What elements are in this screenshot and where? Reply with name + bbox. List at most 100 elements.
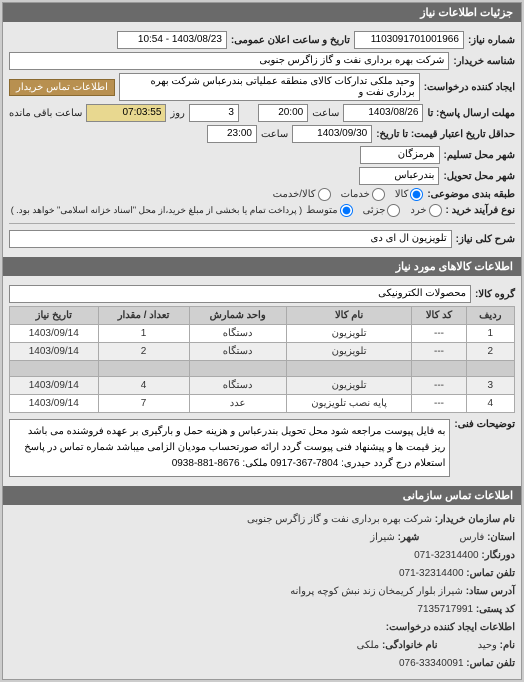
radio-kala[interactable]: کالا <box>395 188 424 201</box>
table-cell: پایه نصب تلویزیون <box>286 395 412 413</box>
c-post-label: کد پستی: <box>476 604 515 615</box>
contact-section: نام سازمان خریدار: شرکت بهره برداری نفت … <box>3 505 521 679</box>
table-cell: دستگاه <box>189 377 286 395</box>
table-header: تعداد / مقدار <box>98 307 189 325</box>
label-buy-type: نوع فرآیند خرید : <box>446 205 515 216</box>
table-header: ردیف <box>466 307 514 325</box>
c-state-label: استان: <box>487 532 515 543</box>
panel-header-items: اطلاعات کالاهای مورد نیاز <box>3 257 521 276</box>
label-city: شهر محل تسلیم: <box>444 150 515 161</box>
table-cell: 4 <box>466 395 514 413</box>
val-announce: 1403/08/23 - 10:54 <box>117 31 227 49</box>
val-desc-key: تلویزیون ال ای دی <box>9 230 452 248</box>
c-fax-val: 32314400-071 <box>414 550 479 561</box>
notes-text: به فایل پیوست مراجعه شود محل تحویل بندرع… <box>9 419 450 477</box>
table-cell: تلویزیون <box>286 343 412 361</box>
radio-kh[interactable]: خرد <box>410 204 441 217</box>
panel-header-contact: اطلاعات تماس سازمانی <box>3 486 521 505</box>
table-cell: 1403/09/14 <box>10 325 99 343</box>
label-remain: ساعت باقی مانده <box>9 108 82 119</box>
table-cell: 2 <box>466 343 514 361</box>
table-cell: 3 <box>466 377 514 395</box>
c-tel2-val: 33340091-076 <box>399 658 464 669</box>
val-deadline-date: 1403/08/26 <box>343 104 423 122</box>
label-desc-key: شرح کلی نیاز: <box>456 234 515 245</box>
c-name-val: وحید <box>478 640 497 651</box>
c-org-label: نام سازمان خریدار: <box>435 514 515 525</box>
c-tel2-label: تلفن تماس: <box>466 658 515 669</box>
label-time2: ساعت <box>261 129 288 140</box>
label-delivery: شهر محل تحویل: <box>443 171 515 182</box>
label-creator: ایجاد کننده درخواست: <box>424 82 515 93</box>
label-deadline: مهلت ارسال پاسخ: تا <box>427 108 515 119</box>
label-days: روز <box>170 108 185 119</box>
table-cell: --- <box>412 343 466 361</box>
c-name-label: نام: <box>500 640 515 651</box>
table-cell <box>189 361 286 377</box>
val-req-no: 1103091701001966 <box>354 31 464 49</box>
table-cell: 1403/09/14 <box>10 395 99 413</box>
c-org-val: شرکت بهره برداری نفت و گاز زاگرس جنوبی <box>247 514 432 525</box>
items-table: ردیفکد کالانام کالاواحد شمارشتعداد / مقد… <box>9 306 515 413</box>
table-cell <box>412 361 466 377</box>
table-row <box>10 361 515 377</box>
c-fax-label: دورنگار: <box>481 550 515 561</box>
c-post-val: 7135717991 <box>417 604 473 615</box>
val-creator: وحید ملکی تدارکات کالای منطقه عملیاتی بن… <box>119 73 420 101</box>
radio-group-subject: کالا خدمات کالا/خدمت <box>273 188 424 201</box>
val-timer: 07:03:55 <box>86 104 166 122</box>
c-addr-label: آدرس ستاد: <box>466 586 515 597</box>
val-days: 3 <box>189 104 239 122</box>
table-cell: عدد <box>189 395 286 413</box>
table-header: نام کالا <box>286 307 412 325</box>
label-group: گروه کالا: <box>475 289 515 300</box>
table-cell: تلویزیون <box>286 325 412 343</box>
c-creator2-label: اطلاعات ایجاد کننده درخواست: <box>386 622 515 633</box>
table-cell: 1 <box>98 325 189 343</box>
table-cell <box>10 361 99 377</box>
val-group: محصولات الکترونیکی <box>9 285 471 303</box>
val-buyer: شرکت بهره برداری نفت و گاز زاگرس جنوبی <box>9 52 449 70</box>
table-cell: --- <box>412 325 466 343</box>
radio-khadamat[interactable]: خدمات <box>341 188 385 201</box>
label-valid: حداقل تاریخ اعتبار قیمت: تا تاریخ: <box>376 129 515 140</box>
c-tel-label: تلفن تماس: <box>466 568 515 579</box>
label-notes: توضیحات فنی: <box>454 419 515 430</box>
val-valid-time: 23:00 <box>207 125 257 143</box>
table-cell: 1 <box>466 325 514 343</box>
label-req-no: شماره نیاز: <box>468 35 515 46</box>
val-delivery: بندرعباس <box>359 167 439 185</box>
panel-header-main: جزئیات اطلاعات نیاز <box>3 3 521 22</box>
label-buyer: شناسه خریدار: <box>453 56 515 67</box>
radio-jo[interactable]: جزئی <box>363 204 401 217</box>
table-cell: دستگاه <box>189 325 286 343</box>
val-city: هرمزگان <box>360 146 440 164</box>
c-lname-label: نام خانوادگی: <box>382 640 438 651</box>
val-valid-date: 1403/09/30 <box>292 125 372 143</box>
c-lname-val: ملکی <box>357 640 380 651</box>
table-cell: 1403/09/14 <box>10 377 99 395</box>
radio-mo[interactable]: متوسط <box>306 204 352 217</box>
table-row: 3---تلویزیوندستگاه41403/09/14 <box>10 377 515 395</box>
label-time1: ساعت <box>312 108 339 119</box>
table-cell: 4 <box>98 377 189 395</box>
contact-info-button[interactable]: اطلاعات تماس خریدار <box>9 79 115 96</box>
table-cell <box>286 361 412 377</box>
table-row: 1---تلویزیوندستگاه11403/09/14 <box>10 325 515 343</box>
table-header: کد کالا <box>412 307 466 325</box>
c-state-val: فارس <box>459 532 484 543</box>
table-cell: --- <box>412 377 466 395</box>
table-cell: تلویزیون <box>286 377 412 395</box>
c-city-label: شهر: <box>398 532 420 543</box>
label-subject-type: طبقه بندی موضوعی: <box>427 189 515 200</box>
radio-both[interactable]: کالا/خدمت <box>273 188 331 201</box>
table-header: واحد شمارش <box>189 307 286 325</box>
radio-group-buy: خرد جزئی متوسط <box>306 204 441 217</box>
table-cell: دستگاه <box>189 343 286 361</box>
val-deadline-time: 20:00 <box>258 104 308 122</box>
c-city-val: شیراز <box>370 532 395 543</box>
table-cell <box>98 361 189 377</box>
table-cell: 1403/09/14 <box>10 343 99 361</box>
label-announce: تاریخ و ساعت اعلان عمومی: <box>231 35 350 46</box>
table-cell: 7 <box>98 395 189 413</box>
